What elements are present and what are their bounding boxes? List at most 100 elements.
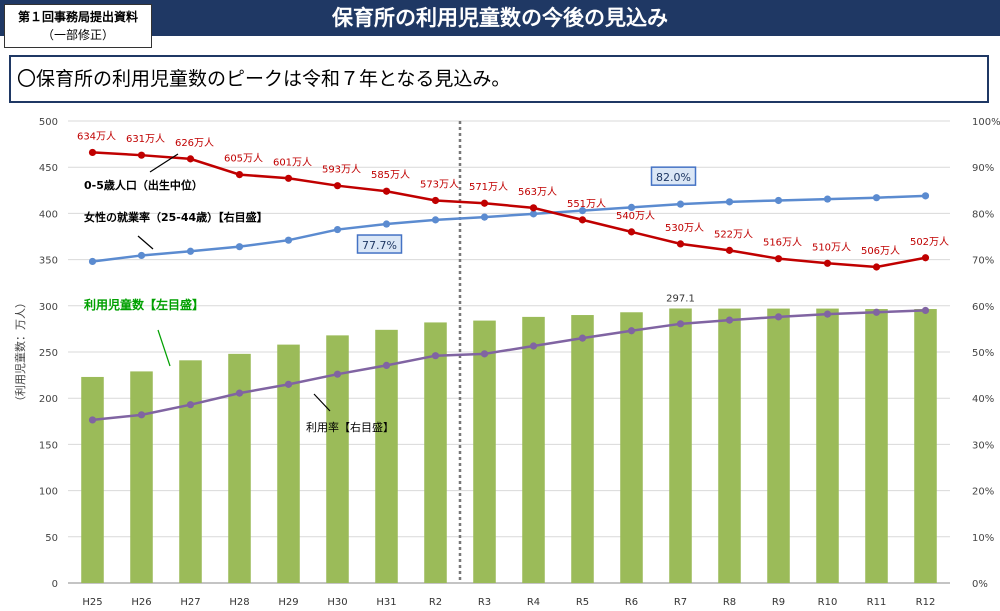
population-series-point: [333, 182, 342, 190]
y2-tick-label: 0%: [972, 579, 988, 590]
population-data-label: 601万人: [273, 156, 312, 168]
population-data-label: 516万人: [763, 237, 802, 249]
y2-tick-label: 90%: [972, 163, 994, 174]
y2-tick-label: 10%: [972, 533, 994, 544]
title-bar: [0, 0, 1000, 36]
document-badge: 第１回事務局提出資料 （一部修正）: [4, 4, 152, 48]
employment-series-point: [186, 247, 195, 255]
y-axis-label: （利用児童数：万人）: [13, 297, 27, 407]
bar: [620, 312, 643, 583]
usage-annotation: 利用率【右目盛】: [306, 420, 394, 434]
population-data-label: 510万人: [812, 241, 851, 253]
y-tick-label: 100: [39, 487, 58, 498]
badge-line-1: 第１回事務局提出資料: [17, 10, 138, 24]
employment-series-point: [480, 213, 489, 221]
population-data-label: 540万人: [616, 210, 655, 222]
bar: [865, 309, 888, 583]
bar: [228, 353, 251, 583]
bar: [767, 308, 790, 583]
bar: [326, 335, 349, 583]
y-tick-label: 350: [39, 256, 58, 267]
population-data-label: 563万人: [518, 186, 557, 198]
usage-series-point: [137, 411, 146, 419]
usage-series-line: [92, 309, 926, 422]
population-series-point: [431, 196, 440, 205]
bar: [81, 376, 104, 583]
y2-tick-label: 100%: [972, 117, 1000, 128]
population-annotation: 0-5歳人口（出生中位）: [84, 178, 203, 192]
employment-series-point: [137, 251, 146, 260]
usage-series-point: [578, 334, 587, 342]
x-tick-label: R8: [723, 597, 736, 608]
y-tick-label: 400: [39, 209, 58, 220]
population-series-point: [627, 228, 636, 236]
y2-tick-label: 30%: [972, 440, 994, 451]
usage-series-point: [627, 327, 636, 335]
y-tick-label: 150: [39, 440, 58, 451]
population-series-point: [578, 216, 587, 224]
population-series-point: [88, 148, 97, 157]
employment-callout-label: 82.0%: [656, 171, 691, 184]
x-tick-label: R4: [527, 597, 540, 608]
bar: [669, 308, 692, 583]
population-arrow: [149, 153, 179, 173]
x-tick-label: R3: [478, 597, 491, 608]
y-tick-label: 200: [39, 394, 58, 405]
employment-series-point: [725, 198, 734, 206]
population-series-line: [92, 151, 926, 269]
bar: [522, 316, 545, 583]
employment-series-point: [872, 194, 881, 202]
population-data-label: 551万人: [567, 198, 606, 210]
employment-series-line: [92, 194, 926, 263]
x-tick-label: H31: [376, 597, 396, 608]
population-data-label: 605万人: [224, 153, 263, 165]
y-tick-label: 500: [39, 117, 58, 128]
bar: [914, 309, 937, 583]
population-series-point: [235, 170, 244, 179]
employment-series-point: [921, 192, 930, 200]
y2-tick-label: 40%: [972, 394, 994, 405]
population-series-point: [774, 255, 783, 263]
x-tick-label: R12: [916, 597, 936, 608]
usage-series-point: [382, 361, 391, 369]
usage-series-point: [774, 313, 783, 321]
x-tick-label: H25: [82, 597, 102, 608]
usage-series-point: [921, 306, 930, 315]
employment-callout-label: 77.7%: [362, 239, 397, 252]
y-tick-label: 300: [39, 302, 58, 313]
employment-arrow: [137, 235, 154, 250]
y2-tick-label: 70%: [972, 256, 994, 267]
population-data-label: 626万人: [175, 137, 214, 149]
bar: [816, 308, 839, 583]
x-tick-label: R9: [772, 597, 785, 608]
population-series-point: [480, 199, 489, 207]
population-data-label: 502万人: [910, 236, 949, 248]
population-data-label: 631万人: [126, 133, 165, 145]
population-series-point: [186, 155, 195, 163]
usage-series-point: [823, 310, 832, 318]
y2-tick-label: 50%: [972, 348, 994, 359]
population-data-label: 571万人: [469, 181, 508, 193]
x-tick-label: R11: [867, 597, 887, 608]
bar: [277, 344, 300, 583]
bars-annotation: 利用児童数【左目盛】: [84, 297, 204, 312]
population-series-point: [676, 240, 685, 248]
population-series-point: [872, 263, 881, 271]
bar: [375, 329, 398, 583]
y-tick-label: 50: [45, 533, 58, 544]
usage-series-point: [284, 380, 293, 388]
x-tick-label: H29: [278, 597, 298, 608]
bar: [473, 320, 496, 583]
population-data-label: 522万人: [714, 228, 753, 240]
usage-forecast-chart: 0 50 100 150 200 250 300 350 400 450 500 0% 10% 20% 30…: [13, 117, 1000, 608]
bar: [718, 308, 741, 583]
usage-series-point: [725, 316, 734, 324]
employment-callout-box: [356, 234, 403, 254]
employment-series-point: [627, 203, 636, 211]
employment-series-point: [88, 257, 97, 266]
x-tick-label: H28: [229, 597, 249, 608]
bar: [130, 371, 153, 583]
employment-series-point: [382, 220, 391, 228]
employment-series-point: [333, 225, 342, 234]
y2-tick-label: 80%: [972, 209, 994, 220]
